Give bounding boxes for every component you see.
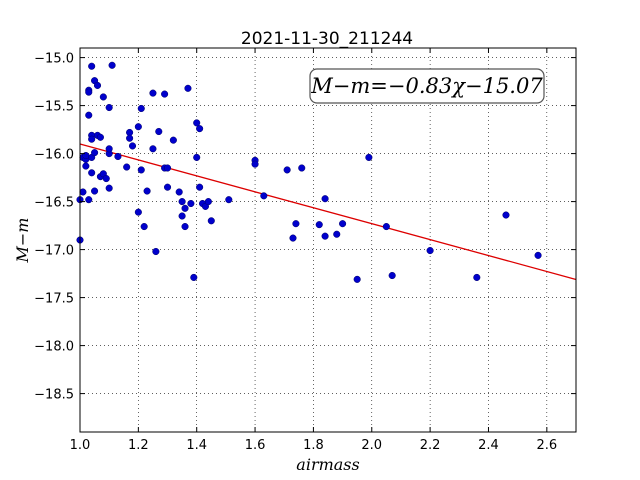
data-point [333, 230, 341, 238]
data-point [196, 125, 204, 133]
x-tick-label: 2.2 [420, 438, 441, 453]
data-point [534, 251, 542, 259]
data-point [152, 247, 160, 256]
y-tick-label: −18.0 [34, 340, 74, 355]
data-point [96, 133, 104, 141]
y-tick-label: −15.0 [34, 52, 74, 67]
data-point [143, 187, 151, 195]
data-point [128, 142, 137, 150]
data-point [88, 135, 96, 143]
data-point [193, 153, 201, 161]
data-point [99, 93, 107, 101]
x-tick-label: 1.2 [128, 438, 149, 453]
annotation-box [309, 68, 545, 104]
data-point [163, 183, 172, 191]
y-tick-label: −16.5 [34, 196, 74, 211]
data-point [184, 84, 192, 92]
fit-equation-annotation: M−m=−0.83χ−15.07 [310, 74, 543, 98]
data-point [91, 149, 99, 157]
data-point [204, 198, 212, 206]
plot-frame [79, 47, 577, 433]
data-point [105, 184, 113, 192]
data-point [193, 119, 201, 127]
data-point [149, 145, 157, 153]
data-point [155, 127, 163, 136]
data-point [353, 275, 361, 283]
data-point [178, 198, 186, 206]
data-point [207, 217, 215, 225]
data-point [315, 221, 323, 229]
data-point [426, 247, 434, 255]
x-tick-label: 2.4 [478, 438, 499, 453]
data-point [163, 164, 172, 172]
y-tick-label: −17.5 [34, 292, 74, 307]
data-point [134, 123, 142, 131]
data-point [134, 208, 142, 216]
data-point [85, 111, 93, 119]
data-point [289, 234, 297, 242]
data-point [105, 103, 113, 112]
data-point [178, 212, 186, 220]
x-axis-label: airmass [296, 455, 359, 474]
data-point [365, 153, 373, 161]
data-point [161, 90, 169, 98]
data-point [190, 273, 198, 281]
data-point [137, 104, 145, 113]
data-point [321, 195, 329, 203]
data-point [79, 188, 87, 196]
x-tick-label: 1.8 [303, 438, 324, 453]
data-point [502, 211, 510, 219]
data-point [108, 61, 116, 69]
data-point [88, 62, 96, 70]
data-point [298, 164, 306, 172]
data-point [93, 81, 102, 89]
x-tick-label: 1.6 [245, 438, 266, 453]
data-point [85, 196, 93, 204]
x-tick-label: 2.6 [536, 438, 557, 453]
data-point [473, 273, 481, 281]
data-point [181, 223, 189, 231]
data-point [292, 220, 300, 228]
data-point [187, 199, 195, 208]
data-point [140, 223, 148, 231]
x-tick-label: 1.4 [186, 438, 207, 453]
data-point [137, 166, 145, 174]
data-point [339, 220, 347, 228]
x-tick-label: 2.0 [361, 438, 382, 453]
y-tick-label: −16.0 [34, 148, 74, 163]
x-tick-label: 1.0 [70, 438, 91, 453]
data-point [382, 223, 390, 231]
data-point [149, 89, 157, 97]
data-point [169, 136, 177, 144]
data-point [321, 232, 329, 240]
data-point [181, 204, 189, 212]
chart-title: 2021-11-30_211244 [241, 29, 413, 49]
data-point [260, 192, 268, 200]
data-point [82, 162, 90, 170]
data-point [102, 175, 110, 183]
data-point [88, 169, 96, 177]
data-point [388, 271, 396, 280]
data-point [91, 187, 99, 195]
y-tick-label: −18.5 [34, 388, 74, 403]
data-point [283, 166, 291, 174]
data-point [175, 188, 183, 196]
data-point [105, 145, 113, 153]
y-tick-label: −15.5 [34, 100, 74, 115]
axis-ticks: 1.0 1.2 1.4 1.6 1.8 2.0 2.2 2.4 2.6 −15.0 −15.5 −16… [34, 48, 576, 453]
data-point [114, 152, 122, 161]
data-point [196, 183, 204, 191]
data-point [123, 163, 131, 171]
data-point [251, 160, 259, 168]
plot-area [80, 48, 576, 432]
data-point [225, 196, 233, 204]
data-point [126, 134, 134, 142]
y-tick-label: −17.0 [34, 244, 74, 259]
data-points [76, 61, 542, 283]
y-axis-label: M−m [13, 218, 32, 264]
data-point [85, 88, 93, 96]
